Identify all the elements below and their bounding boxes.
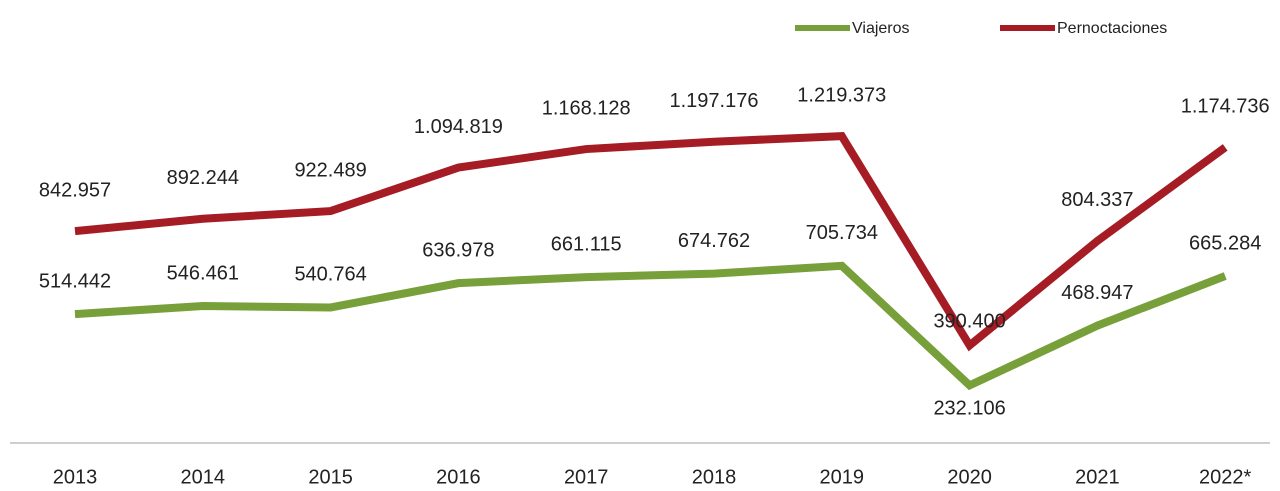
x-tick-label: 2022* — [1199, 466, 1251, 488]
data-label: 922.489 — [294, 159, 366, 181]
legend-label: Viajeros — [852, 20, 910, 37]
data-label: 842.957 — [39, 179, 111, 201]
x-tick-label: 2016 — [436, 466, 481, 488]
x-tick-label: 2020 — [947, 466, 992, 488]
x-tick-label: 2017 — [564, 466, 609, 488]
data-label: 674.762 — [678, 230, 750, 252]
data-label: 540.764 — [294, 264, 366, 286]
data-label: 390.400 — [933, 311, 1005, 333]
data-label: 232.106 — [933, 398, 1005, 420]
data-label: 665.284 — [1189, 232, 1261, 254]
data-label: 546.461 — [167, 262, 239, 284]
x-tick-label: 2014 — [181, 466, 226, 488]
data-label: 892.244 — [167, 167, 239, 189]
series-line — [74, 132, 1228, 352]
data-label: 1.219.373 — [797, 84, 886, 106]
x-tick-label: 2021 — [1075, 466, 1120, 488]
data-label: 514.442 — [39, 270, 111, 292]
data-label: 1.197.176 — [670, 90, 759, 112]
data-label: 705.734 — [806, 222, 878, 244]
series-line — [74, 261, 1227, 391]
data-label: 1.174.736 — [1181, 96, 1270, 118]
data-label: 804.337 — [1061, 189, 1133, 211]
legend-label: Pernoctaciones — [1057, 20, 1167, 37]
data-label: 1.168.128 — [542, 97, 631, 119]
data-label: 1.094.819 — [414, 116, 503, 138]
x-tick-label: 2013 — [53, 466, 98, 488]
x-tick-label: 2019 — [820, 466, 865, 488]
data-label: 468.947 — [1061, 282, 1133, 304]
data-label: 661.115 — [551, 233, 622, 255]
data-label: 636.978 — [422, 239, 494, 261]
legend: Viajeros Pernoctaciones — [795, 20, 1167, 37]
x-tick-label: 2018 — [692, 466, 737, 488]
x-tick-label: 2015 — [308, 466, 353, 488]
